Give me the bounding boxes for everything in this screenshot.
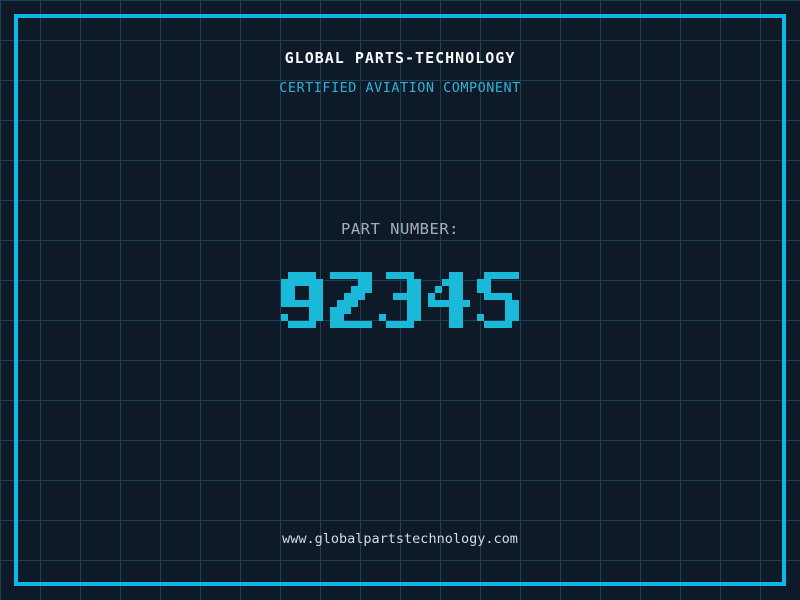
part-number-label: PART NUMBER:	[341, 220, 459, 238]
company-title: GLOBAL PARTS-TECHNOLOGY	[284, 49, 516, 67]
part-number-display	[281, 272, 519, 328]
certification-subtitle: CERTIFIED AVIATION COMPONENT	[279, 80, 521, 96]
website-url: www.globalpartstechnology.com	[282, 531, 518, 547]
border-frame	[14, 14, 786, 586]
